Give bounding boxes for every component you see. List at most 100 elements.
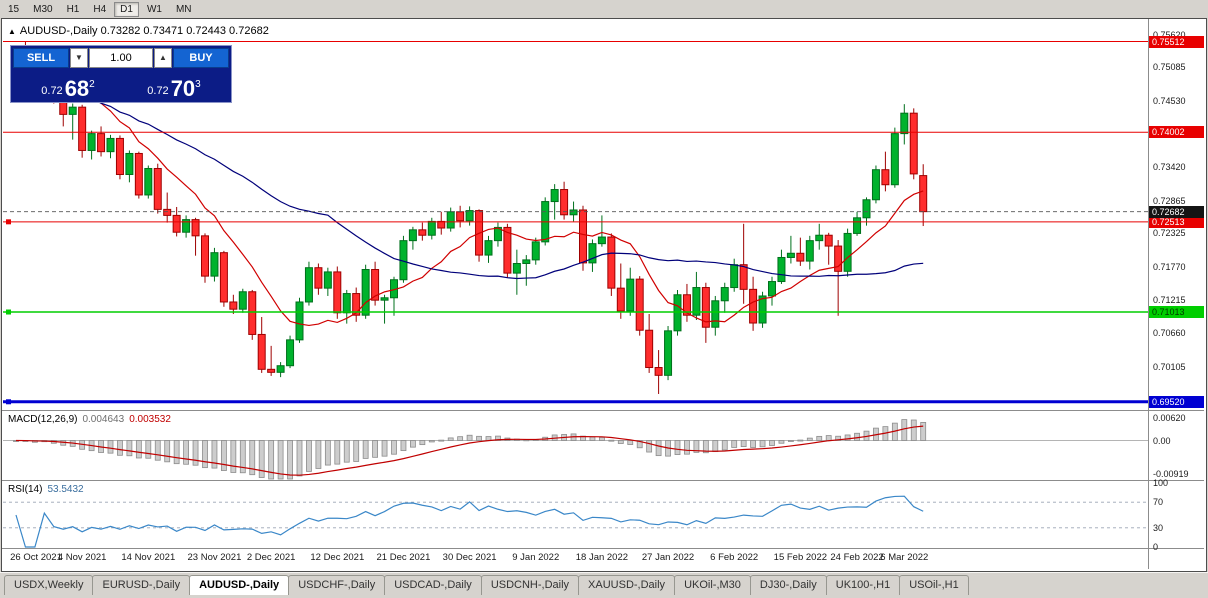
macd-bar bbox=[306, 440, 312, 472]
candle-body bbox=[692, 287, 701, 316]
chart-tab-usdx-weekly[interactable]: USDX,Weekly bbox=[4, 575, 94, 595]
volume-increase-button[interactable]: ▲ bbox=[154, 48, 172, 68]
candle-body bbox=[749, 288, 758, 324]
candle-body bbox=[286, 339, 295, 367]
chart-symbol-title: ▲ AUDUSD-,Daily 0.73282 0.73471 0.72443 0… bbox=[8, 25, 269, 37]
timeframe-button-w1[interactable]: W1 bbox=[146, 3, 162, 15]
macd-bar bbox=[239, 440, 246, 474]
sell-price-pip: 2 bbox=[89, 79, 95, 90]
macd-bar bbox=[702, 440, 709, 454]
timeframe-button-mn[interactable]: MN bbox=[175, 3, 192, 15]
macd-bar bbox=[759, 440, 766, 448]
candle-body bbox=[172, 214, 181, 233]
chart-tab-bar: USDX,Weekly EURUSD-,Daily AUDUSD-,Daily USD… bbox=[0, 572, 1208, 595]
candle-body bbox=[758, 295, 767, 324]
timeframe-button-d1[interactable]: D1 bbox=[114, 1, 139, 17]
candle-body bbox=[503, 226, 512, 274]
candle-body bbox=[484, 240, 493, 256]
candle-body bbox=[768, 281, 776, 297]
chart-tab-eurusd-daily[interactable]: EURUSD-,Daily bbox=[92, 575, 191, 595]
candle-body bbox=[560, 189, 569, 216]
level-anchor[interactable] bbox=[6, 399, 11, 405]
candle-body bbox=[890, 133, 899, 186]
candle-body bbox=[248, 291, 257, 335]
macd-bar bbox=[589, 436, 596, 441]
candle-body bbox=[673, 294, 682, 332]
level-anchor[interactable] bbox=[6, 219, 11, 225]
candle-body bbox=[654, 367, 663, 376]
ma-slow-line bbox=[15, 59, 924, 280]
macd-bar bbox=[249, 440, 256, 476]
macd-bar bbox=[721, 440, 728, 451]
candle-body bbox=[267, 368, 276, 373]
candle-body bbox=[229, 301, 238, 310]
macd-bar bbox=[825, 435, 832, 441]
candle-body bbox=[153, 167, 162, 210]
collapse-triangle-icon[interactable]: ▲ bbox=[8, 27, 16, 36]
rsi-line bbox=[15, 495, 924, 548]
macd-bar bbox=[476, 435, 482, 441]
macd-bar bbox=[712, 440, 719, 453]
chart-tab-usoil-h1[interactable]: USOil-,H1 bbox=[899, 575, 969, 595]
chart-tab-usdcad-daily[interactable]: USDCAD-,Daily bbox=[384, 575, 482, 595]
rsi-axis-tick: 70 bbox=[1153, 497, 1164, 508]
timeframe-button-m30[interactable]: M30 bbox=[33, 3, 53, 15]
chart-tab-audusd-daily[interactable]: AUDUSD-,Daily bbox=[189, 575, 290, 595]
level-price-badge: 0.72513 bbox=[1149, 215, 1204, 228]
macd-axis-tick: -0.00919 bbox=[1153, 469, 1189, 480]
rsi-name: RSI(14) bbox=[8, 484, 43, 495]
macd-bar bbox=[428, 440, 435, 443]
chart-tab-dj30-daily[interactable]: DJ30-,Daily bbox=[749, 575, 827, 595]
macd-value: 0.004643 bbox=[82, 414, 125, 425]
macd-bar bbox=[797, 439, 804, 442]
ma-fast-line bbox=[15, 59, 924, 327]
candle-body bbox=[87, 133, 96, 151]
candle-body bbox=[295, 301, 304, 341]
candle-body bbox=[815, 234, 824, 242]
candle-body bbox=[361, 269, 370, 316]
timeframe-button-15[interactable]: 15 bbox=[8, 3, 20, 15]
macd-bar bbox=[324, 440, 331, 466]
date-label: 30 Dec 2021 bbox=[442, 552, 497, 563]
chart-tab-xauusd-daily[interactable]: XAUUSD-,Daily bbox=[578, 575, 676, 595]
level-price-badge: 0.74002 bbox=[1149, 126, 1204, 139]
chevron-down-icon: ▼ bbox=[75, 53, 83, 62]
macd-bar bbox=[835, 435, 842, 441]
date-axis: 26 Oct 2021 4 Nov 2021 14 Nov 2021 23 Nov 2… bbox=[2, 550, 1148, 568]
macd-bar bbox=[381, 440, 388, 457]
timeframe-button-h4[interactable]: H4 bbox=[93, 3, 107, 15]
chart-tab-usdcnh-daily[interactable]: USDCNH-,Daily bbox=[480, 575, 580, 595]
candle-body bbox=[125, 152, 134, 176]
macd-bar bbox=[646, 440, 653, 453]
buy-price[interactable]: 0.72 70 3 bbox=[147, 78, 200, 100]
price-axis: 0.756200.750850.745300.739750.734200.728… bbox=[1149, 19, 1206, 569]
macd-bar bbox=[778, 440, 785, 444]
sell-price[interactable]: 0.72 68 2 bbox=[41, 78, 94, 100]
candle-body bbox=[493, 226, 502, 242]
candle-body bbox=[201, 235, 209, 277]
sell-button[interactable]: SELL bbox=[13, 48, 69, 68]
candle-body bbox=[465, 210, 474, 222]
macd-bar bbox=[353, 440, 360, 462]
candle-body bbox=[437, 220, 446, 229]
chart-tab-usdchf-daily[interactable]: USDCHF-,Daily bbox=[288, 575, 386, 595]
macd-bar bbox=[438, 439, 445, 442]
level-anchor[interactable] bbox=[6, 309, 11, 315]
candle-body bbox=[796, 252, 805, 262]
buy-button[interactable]: BUY bbox=[173, 48, 229, 68]
macd-bar bbox=[409, 440, 416, 448]
macd-bar bbox=[608, 439, 615, 442]
chart-canvas[interactable] bbox=[2, 19, 1204, 569]
candle-body bbox=[380, 297, 389, 301]
macd-signal-line bbox=[15, 425, 924, 476]
chart-tab-uk100-h1[interactable]: UK100-,H1 bbox=[825, 575, 901, 595]
date-label: 21 Dec 2021 bbox=[376, 552, 431, 563]
chart-tab-ukoil-m30[interactable]: UKOil-,M30 bbox=[674, 575, 751, 595]
macd-bar bbox=[117, 440, 123, 456]
volume-input[interactable]: 1.00 bbox=[89, 48, 153, 68]
timeframe-button-h1[interactable]: H1 bbox=[66, 3, 80, 15]
volume-decrease-button[interactable]: ▼ bbox=[70, 48, 88, 68]
macd-pane-label: MACD(12,26,9) 0.004643 0.003532 bbox=[8, 414, 171, 425]
symbol-ohlc-text: AUDUSD-,Daily 0.73282 0.73471 0.72443 0.… bbox=[19, 25, 269, 37]
date-label: 2 Dec 2021 bbox=[246, 552, 296, 563]
